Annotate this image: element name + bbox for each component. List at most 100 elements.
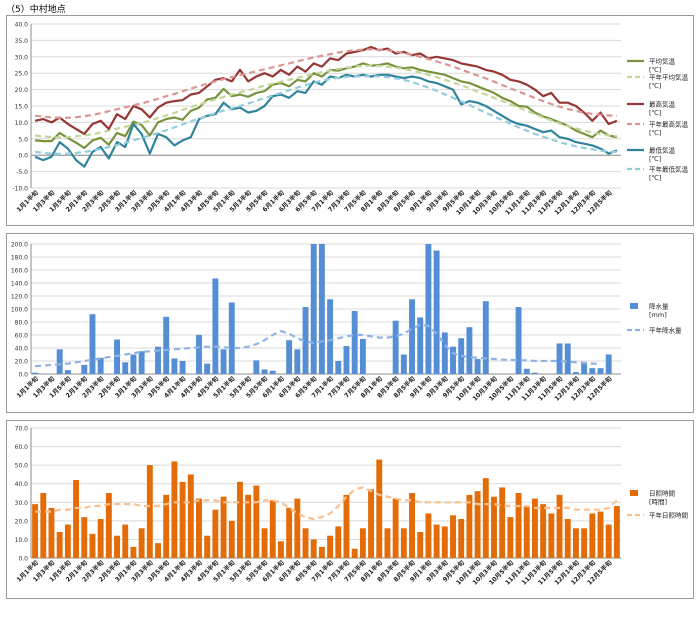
precipitation-bar (523, 368, 530, 374)
precipitation-y-tick: 120.0 (11, 294, 28, 301)
sunshine-bar (81, 517, 88, 558)
sunshine-bar (343, 494, 350, 558)
precipitation-bar (269, 370, 276, 374)
precipitation-bar (155, 346, 161, 374)
sunshine-bar (318, 546, 325, 558)
sunshine-y-tick: 70.0 (15, 426, 29, 433)
precipitation-bar (122, 362, 129, 374)
temperature-legend-unit: [℃] (649, 109, 661, 117)
sunshine-bar (56, 532, 63, 558)
sunshine-bar (523, 506, 530, 558)
precipitation-y-tick: 60.0 (15, 333, 29, 340)
sunshine-bar (613, 506, 620, 558)
sunshine-bar (196, 498, 202, 558)
sunshine-bar (204, 535, 211, 558)
sunshine-bar (425, 513, 432, 558)
sunshine-bar (482, 478, 489, 558)
temperature-legend-unit: [℃] (649, 155, 661, 163)
sunshine-bar (32, 504, 39, 558)
temperature-legend-label: 平年最高気温 (649, 120, 689, 129)
sunshine-bar (130, 546, 137, 558)
sunshine-bar (286, 507, 293, 558)
precipitation-bar (179, 361, 186, 374)
precipitation-bar (81, 364, 88, 374)
sunshine-chart: 70.060.050.040.030.020.010.00.01月1半旬1月3半… (15, 426, 688, 587)
temperature-y-tick: 10.0 (15, 120, 29, 127)
sunshine-bar (507, 517, 514, 558)
precipitation-bar (466, 327, 473, 374)
precipitation-series-line (35, 323, 601, 368)
sunshine-bar (294, 498, 301, 558)
sunshine-bar (572, 528, 579, 558)
precipitation-bar (343, 346, 350, 374)
sunshine-y-tick: 10.0 (15, 537, 29, 544)
sunshine-bar (261, 528, 268, 558)
sunshine-y-tick: 50.0 (15, 463, 29, 470)
sunshine-bar (400, 528, 407, 558)
sunshine-bar (220, 496, 227, 558)
precipitation-bar (56, 349, 63, 374)
temperature-legend-label: 平均気温 (649, 57, 676, 66)
sunshine-bar (581, 528, 588, 558)
precipitation-bar (204, 363, 211, 374)
sunshine-bar (253, 485, 260, 558)
precipitation-bar (572, 372, 579, 374)
sunshine-y-tick: 0.0 (18, 556, 28, 563)
precipitation-bar (64, 370, 71, 374)
precipitation-bar (327, 299, 334, 374)
precipitation-y-tick: 140.0 (11, 281, 28, 288)
sunshine-legend-swatch (630, 490, 638, 496)
sunshine-bar (97, 519, 104, 558)
sunshine-bar (155, 543, 161, 558)
temperature-series-line (34, 75, 617, 155)
page-title: （5）中村地点 (6, 5, 66, 15)
sunshine-y-tick: 20.0 (15, 518, 29, 525)
temperature-y-tick: 0.0 (18, 153, 28, 160)
precipitation-y-tick: 180.0 (11, 255, 28, 262)
temperature-legend-label: 最低気温 (649, 146, 676, 155)
sunshine-bar (532, 498, 538, 558)
sunshine-bar (441, 526, 448, 558)
precipitation-bar (318, 244, 325, 374)
sunshine-legend-label: 日照時間 (649, 490, 675, 498)
precipitation-bar (212, 278, 219, 374)
temperature-legend-label: 平年平均気温 (649, 73, 689, 82)
precipitation-y-tick: 40.0 (15, 346, 29, 353)
sunshine-bar (491, 496, 497, 558)
sunshine-bar (163, 494, 170, 558)
sunshine-series-line (35, 486, 618, 521)
temperature-y-tick: 20.0 (15, 87, 29, 94)
temperature-series-line (34, 45, 618, 135)
sunshine-bar (474, 491, 481, 558)
sunshine-bar (171, 461, 178, 558)
precipitation-bar (515, 307, 522, 374)
precipitation-bar (310, 244, 317, 374)
precipitation-bar (581, 362, 588, 374)
precipitation-bar (409, 299, 415, 374)
temperature-series-line (34, 73, 618, 168)
temperature-y-tick: 5.0 (18, 136, 28, 143)
temperature-legend-unit: [℃] (649, 66, 661, 74)
precipitation-bar (482, 301, 489, 374)
precipitation-bar (474, 359, 481, 374)
sunshine-bar (359, 528, 366, 558)
precipitation-chart-panel: 200.0 180.0 160.0 140.0 120.0 100.0 80.0 60.0 40… (6, 233, 694, 413)
sunshine-bar (48, 507, 55, 558)
sunshine-bar (64, 524, 71, 558)
sunshine-bar (277, 541, 284, 558)
precipitation-bar (220, 349, 227, 374)
sunshine-bar (605, 524, 612, 558)
precipitation-bar (532, 372, 538, 374)
precipitation-bar (302, 307, 309, 374)
sunshine-bar (392, 498, 399, 558)
sunshine-bar (376, 459, 383, 558)
precipitation-bar (597, 368, 604, 374)
precipitation-bar (425, 244, 432, 374)
precipitation-legend-label: 降水量 (649, 302, 669, 311)
sunshine-bar (122, 524, 129, 558)
sunshine-bar (245, 494, 252, 558)
temperature-chart-panel: 40.0 35.0 30.0 25.0 20.0 15.0 10.0 5.0 0.0 -5.0 -1… (6, 15, 694, 226)
sunshine-bar (146, 465, 153, 558)
precipitation-bar (171, 358, 178, 374)
sunshine-bar (105, 493, 112, 558)
